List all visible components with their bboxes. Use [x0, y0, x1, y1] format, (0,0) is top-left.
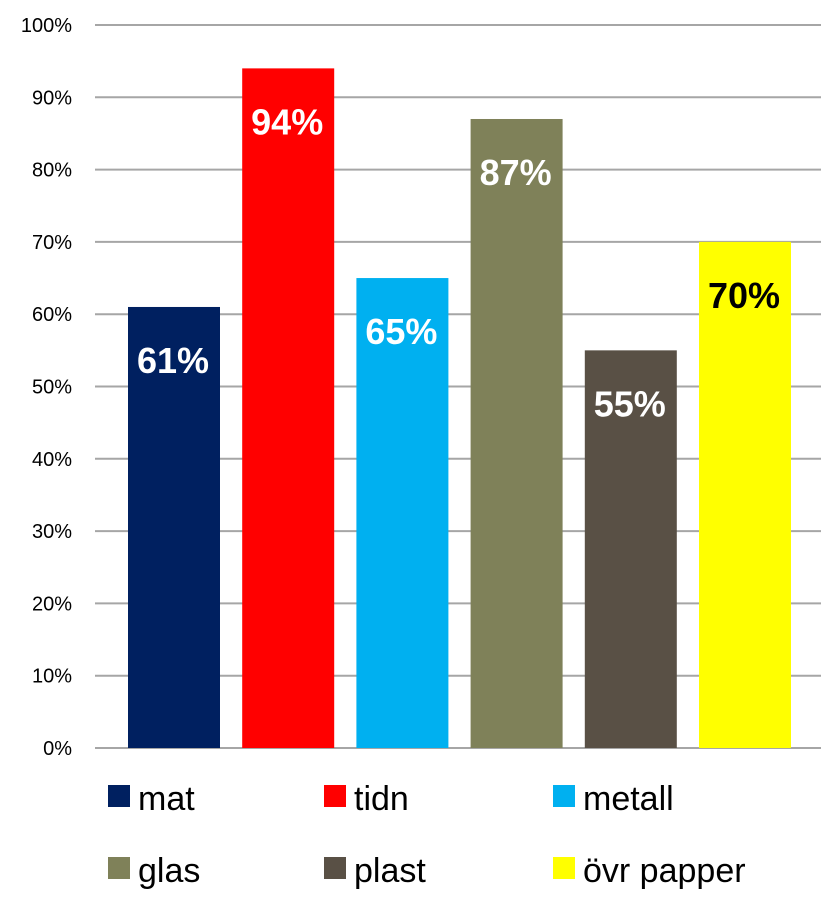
legend-swatch	[324, 857, 346, 879]
legend-label: metall	[583, 780, 674, 818]
y-tick-label: 60%	[32, 304, 72, 326]
data-label: 61%	[137, 340, 209, 381]
data-label: 87%	[480, 152, 552, 193]
bars	[128, 68, 791, 749]
legend-label: glas	[138, 852, 200, 890]
y-tick-label: 100%	[21, 15, 72, 37]
y-tick-label: 80%	[32, 160, 72, 182]
legend-label: tidn	[354, 780, 409, 818]
bar-mat	[128, 306, 220, 748]
y-tick-label: 90%	[32, 87, 72, 109]
y-tick-label: 0%	[43, 738, 72, 760]
y-tick-label: 10%	[32, 666, 72, 688]
y-tick-label: 50%	[32, 377, 72, 399]
data-labels: 61% 94% 65% 87% 55% 70%	[137, 101, 780, 424]
legend-swatch	[553, 785, 575, 807]
bar-övr-papper	[699, 241, 791, 748]
legend-label: plast	[354, 852, 426, 890]
y-tick-label: 40%	[32, 449, 72, 471]
data-label: 65%	[365, 311, 437, 352]
data-label: 70%	[708, 275, 780, 316]
y-tick-label: 20%	[32, 593, 72, 615]
bar-tidn	[242, 68, 335, 748]
legend-swatch	[108, 785, 130, 807]
legend-swatch	[108, 857, 130, 879]
legend: mat tidn metall glas plast övr papper	[108, 780, 746, 890]
legend-label: mat	[138, 780, 195, 818]
legend-swatch	[553, 857, 575, 879]
legend-swatch	[324, 785, 346, 807]
data-label: 94%	[251, 101, 323, 142]
y-tick-label: 30%	[32, 521, 72, 543]
bar-metall	[356, 278, 449, 748]
legend-label: övr papper	[583, 852, 746, 890]
data-label: 55%	[594, 383, 666, 424]
y-tick-label: 70%	[32, 232, 72, 254]
y-axis-ticks: 0% 10% 20% 30% 40% 50% 60% 70% 80% 90% 100%	[21, 15, 72, 760]
bar-glas	[470, 118, 563, 749]
bar-plast	[584, 350, 677, 748]
